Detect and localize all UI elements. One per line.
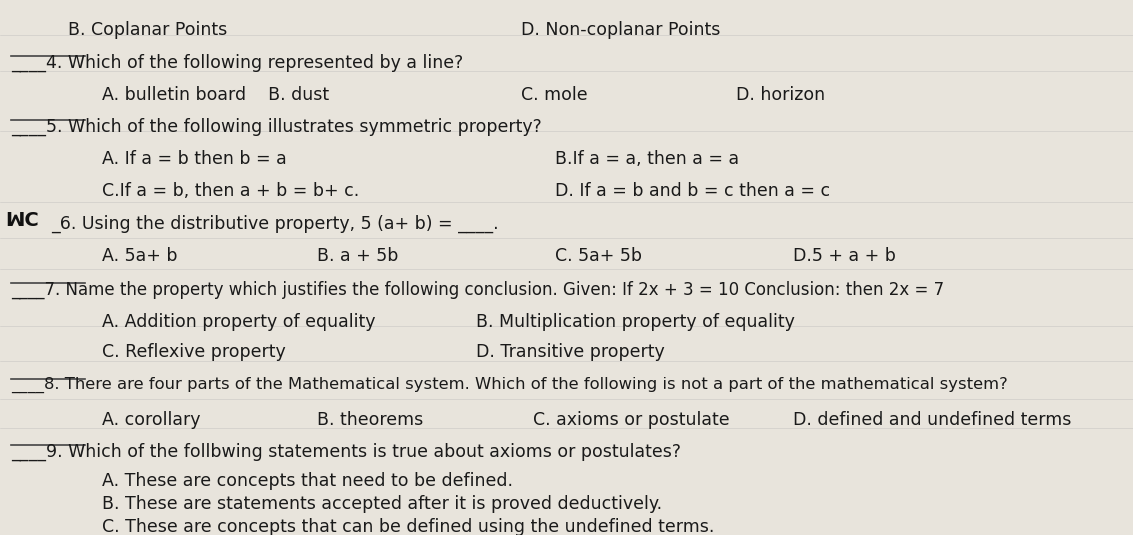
Text: A. These are concepts that need to be defined.: A. These are concepts that need to be de… <box>102 472 513 490</box>
Text: A. Addition property of equality: A. Addition property of equality <box>102 313 375 331</box>
Text: D. If a = b and b = c then a = c: D. If a = b and b = c then a = c <box>555 182 830 200</box>
Text: ____4. Which of the following represented by a line?: ____4. Which of the following represente… <box>11 54 463 72</box>
Text: B.If a = a, then a = a: B.If a = a, then a = a <box>555 150 740 168</box>
Text: C. axioms or postulate: C. axioms or postulate <box>533 411 730 429</box>
Text: B. a + 5b: B. a + 5b <box>317 247 399 265</box>
Text: ____9. Which of the follbwing statements is true about axioms or postulates?: ____9. Which of the follbwing statements… <box>11 443 681 461</box>
Text: D. Non-coplanar Points: D. Non-coplanar Points <box>521 21 721 40</box>
Text: D. Transitive property: D. Transitive property <box>476 343 665 362</box>
Text: B. These are statements accepted after it is proved deductively.: B. These are statements accepted after i… <box>102 495 662 513</box>
Text: B. theorems: B. theorems <box>317 411 424 429</box>
Text: _6. Using the distributive property, 5 (a+ b) = ____.: _6. Using the distributive property, 5 (… <box>51 215 499 233</box>
Text: D.5 + a + b: D.5 + a + b <box>793 247 896 265</box>
Text: C. These are concepts that can be defined using the undefined terms.: C. These are concepts that can be define… <box>102 518 714 535</box>
Text: B. Coplanar Points: B. Coplanar Points <box>68 21 228 40</box>
Text: A. 5a+ b: A. 5a+ b <box>102 247 178 265</box>
Text: A. bulletin board    B. dust: A. bulletin board B. dust <box>102 86 329 104</box>
Text: ____5. Which of the following illustrates symmetric property?: ____5. Which of the following illustrate… <box>11 118 542 136</box>
Text: ____7. Name the property which justifies the following conclusion. Given: If 2x : ____7. Name the property which justifies… <box>11 281 945 299</box>
Text: A. corollary: A. corollary <box>102 411 201 429</box>
Text: ____8. There are four parts of the Mathematical system. Which of the following i: ____8. There are four parts of the Mathe… <box>11 377 1008 393</box>
Text: C. Reflexive property: C. Reflexive property <box>102 343 286 362</box>
Text: A. If a = b then b = a: A. If a = b then b = a <box>102 150 287 168</box>
Text: C. 5a+ 5b: C. 5a+ 5b <box>555 247 642 265</box>
Text: D. defined and undefined terms: D. defined and undefined terms <box>793 411 1072 429</box>
Text: C.If a = b, then a + b = b+ c.: C.If a = b, then a + b = b+ c. <box>102 182 359 200</box>
Text: ꟽC: ꟽC <box>6 211 40 231</box>
Text: D. horizon: D. horizon <box>736 86 826 104</box>
Text: B. Multiplication property of equality: B. Multiplication property of equality <box>476 313 794 331</box>
Text: C. mole: C. mole <box>521 86 588 104</box>
